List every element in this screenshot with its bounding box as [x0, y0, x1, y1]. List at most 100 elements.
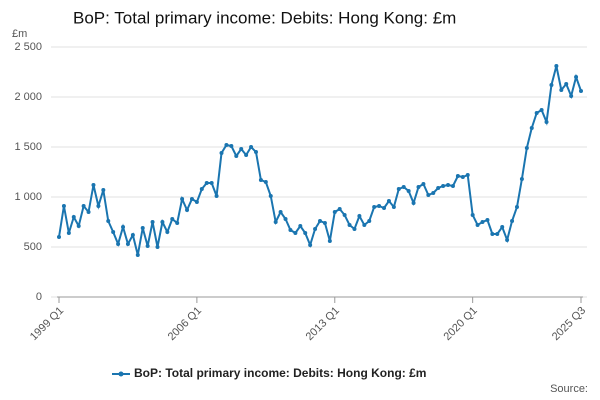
data-point	[111, 230, 116, 234]
x-tick-label: 2013 Q1	[304, 305, 342, 343]
data-point	[539, 108, 544, 112]
data-point	[416, 185, 421, 189]
data-point	[57, 235, 61, 239]
data-point	[268, 194, 273, 198]
data-point	[303, 231, 308, 235]
data-point	[554, 64, 559, 68]
data-point	[288, 228, 293, 232]
data-point	[155, 245, 160, 249]
data-point	[574, 75, 579, 79]
y-tick-label: 2 500	[14, 41, 42, 53]
data-point	[382, 206, 387, 210]
data-point	[160, 220, 165, 224]
data-point	[244, 153, 249, 157]
data-point	[249, 145, 254, 149]
x-tick-label: 2020 Q1	[442, 305, 480, 343]
data-point	[411, 201, 416, 205]
data-point	[194, 200, 199, 204]
data-point	[61, 204, 66, 208]
data-point	[234, 154, 239, 158]
data-point	[130, 233, 135, 237]
data-point	[121, 225, 126, 229]
data-point	[293, 231, 298, 235]
data-point	[559, 88, 564, 92]
data-point	[313, 227, 318, 231]
data-point	[436, 186, 441, 190]
data-point	[327, 239, 332, 243]
y-tick-label: 2 000	[14, 91, 42, 103]
y-tick-label: 1 500	[14, 141, 42, 153]
data-point	[529, 126, 534, 130]
data-point	[579, 89, 583, 93]
data-point	[318, 219, 322, 223]
data-point	[298, 224, 303, 228]
data-point	[505, 238, 510, 242]
data-point	[199, 187, 204, 191]
data-point	[66, 231, 71, 235]
data-point	[519, 177, 524, 181]
data-point	[401, 185, 406, 189]
data-point	[239, 147, 244, 151]
data-point	[224, 143, 229, 147]
x-tick-label: 1999 Q1	[28, 305, 66, 343]
data-point	[283, 217, 288, 221]
data-point	[475, 223, 480, 227]
x-tick-label: 2006 Q1	[166, 305, 204, 343]
data-point	[549, 83, 554, 87]
data-point	[209, 181, 214, 185]
data-point	[362, 223, 367, 227]
legend-label: BoP: Total primary income: Debits: Hong …	[134, 366, 426, 380]
data-point	[263, 180, 268, 184]
data-point	[91, 183, 96, 187]
y-tick-label: 500	[24, 241, 42, 253]
data-point	[367, 219, 372, 223]
data-point	[465, 173, 470, 177]
data-point	[101, 188, 106, 192]
data-point	[377, 204, 382, 208]
data-point	[150, 220, 155, 224]
data-point	[96, 204, 101, 208]
data-point	[125, 242, 130, 246]
y-tick-label: 1 000	[14, 191, 42, 203]
data-point	[426, 193, 431, 197]
data-point	[406, 189, 411, 193]
data-point	[332, 210, 337, 214]
data-point	[391, 205, 396, 209]
data-point	[308, 243, 313, 247]
legend-marker	[118, 371, 124, 377]
data-point	[460, 175, 465, 179]
data-point	[170, 217, 175, 221]
data-point	[485, 218, 490, 222]
data-point	[421, 182, 426, 186]
data-point	[490, 232, 495, 236]
data-point	[81, 204, 86, 208]
data-point	[431, 191, 436, 195]
data-point	[569, 94, 574, 98]
data-point	[189, 197, 194, 201]
data-point	[106, 219, 111, 223]
data-point	[446, 183, 451, 187]
data-point	[180, 197, 185, 201]
data-point	[219, 151, 224, 155]
data-point	[396, 187, 401, 191]
data-point	[145, 244, 150, 248]
source: Source:	[550, 383, 588, 395]
data-point	[273, 220, 278, 224]
data-point	[470, 213, 475, 217]
data-point	[140, 226, 145, 230]
data-point	[116, 242, 121, 246]
data-point	[337, 207, 342, 211]
data-point	[135, 253, 140, 257]
data-point	[71, 215, 76, 219]
data-point	[185, 208, 190, 212]
data-point	[278, 210, 283, 214]
data-point	[342, 213, 347, 217]
data-point	[258, 178, 263, 182]
data-point	[480, 220, 485, 224]
data-point	[76, 224, 81, 228]
data-point	[253, 150, 258, 154]
data-point	[534, 111, 539, 115]
data-point	[455, 174, 460, 178]
data-point	[175, 221, 180, 225]
